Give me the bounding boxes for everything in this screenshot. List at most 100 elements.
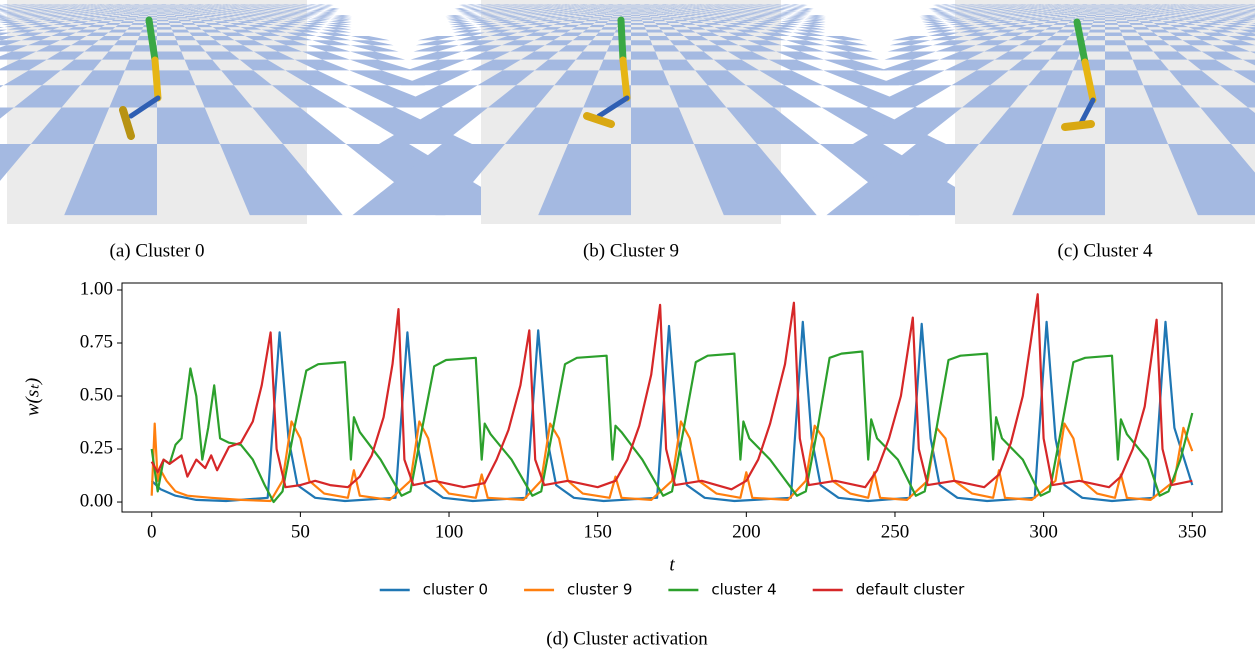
floor-tile: [799, 10, 812, 11]
floor-tile: [122, 10, 130, 11]
floor-tile: [309, 20, 329, 22]
floor-tile: [640, 14, 649, 15]
floor-tile: [165, 13, 174, 14]
floor-tile: [1067, 9, 1074, 10]
floor-tile: [656, 14, 666, 15]
floor-tile: [316, 36, 351, 40]
floor-tile: [624, 10, 631, 11]
floor-tile: [1080, 9, 1087, 10]
floor-tile: [888, 45, 933, 51]
floor-tile: [126, 12, 135, 13]
floor-tile: [327, 23, 351, 25]
floor-tile: [943, 10, 955, 11]
floor-tile: [1118, 10, 1125, 11]
floor-tile: [875, 70, 945, 85]
floor-tile: [1086, 36, 1105, 40]
floor-tile: [665, 10, 673, 11]
floor-tile: [330, 20, 352, 22]
y-tick-label: 0.50: [80, 384, 113, 405]
floor-tile: [132, 9, 139, 10]
floor-tile: [418, 36, 455, 40]
floor-tile: [609, 11, 617, 12]
floor-tile: [164, 11, 172, 12]
floor-tile: [643, 9, 650, 10]
x-tick-label: 250: [881, 521, 910, 542]
floor-tile: [461, 13, 476, 14]
floor-tile: [191, 10, 199, 11]
floor-tile: [605, 23, 619, 25]
x-tick-label: 350: [1178, 521, 1207, 542]
floor-tile: [825, 40, 868, 45]
floor-tile: [785, 18, 804, 19]
floor-tile: [0, 14, 4, 15]
floor-tile: [1097, 13, 1105, 14]
floor-tile: [459, 12, 473, 13]
floor-tile: [631, 15, 640, 16]
floor-tile: [166, 14, 175, 15]
floor-tile: [136, 10, 143, 11]
floor-tile: [150, 11, 158, 12]
floor-tile: [631, 12, 639, 13]
floor-tile: [653, 11, 661, 12]
floor-tile: [1114, 16, 1124, 17]
floor-tile: [135, 11, 143, 12]
floor-tile: [317, 15, 334, 16]
floor-tile: [631, 10, 638, 11]
floor-tile: [780, 21, 801, 23]
floor-tile: [458, 11, 471, 12]
floor-tile: [119, 9, 126, 10]
floor-tile: [157, 17, 167, 18]
floor-tile: [786, 40, 825, 45]
floor-tile: [157, 52, 185, 60]
floor-tile: [655, 23, 670, 25]
floor-tile: [663, 9, 671, 10]
floor-tile: [606, 9, 613, 10]
floor-tile: [802, 9, 814, 10]
floor-tile: [350, 60, 414, 71]
floor-tile: [157, 10, 164, 11]
floor-tile: [1128, 13, 1137, 14]
floor-tile: [631, 17, 641, 18]
floor-tile: [157, 20, 169, 22]
floor-tile: [1118, 25, 1133, 27]
floor-tile: [939, 16, 956, 17]
floor-tile: [655, 9, 662, 10]
floor-tile: [631, 9, 637, 10]
floor-tile: [334, 15, 352, 16]
floor-tile: [932, 11, 945, 12]
floor-tile: [1068, 11, 1077, 12]
floor-tile: [923, 23, 946, 25]
floor-tile: [646, 30, 664, 33]
floor-tile: [143, 11, 151, 12]
floor-tile: [1105, 11, 1112, 12]
floor-tile: [411, 52, 462, 60]
floor-tile: [929, 33, 960, 37]
floor-tile: [1120, 30, 1138, 33]
floor-tile: [599, 18, 611, 19]
floor-tile: [169, 9, 176, 10]
y-tick-label: 0.00: [80, 490, 113, 511]
floor-tile: [942, 9, 954, 10]
floor-tile: [934, 13, 949, 14]
floor-tile: [600, 12, 609, 13]
floor-tile: [1130, 14, 1140, 15]
floor-tile: [781, 12, 795, 13]
floor-tile: [469, 10, 481, 11]
floor-tile: [1082, 20, 1094, 22]
floor-tile: [446, 16, 464, 17]
floor-tile: [614, 13, 623, 14]
floor-tile: [448, 20, 469, 22]
floor-tile: [0, 10, 7, 11]
floor-tile: [921, 18, 941, 19]
floor-tile: [649, 36, 670, 40]
floor-tile: [1127, 20, 1140, 22]
floor-tile: [1105, 40, 1127, 45]
floor-tile: [595, 21, 609, 23]
floor-tile: [638, 10, 645, 11]
floor-tile: [1064, 13, 1073, 14]
floor-tile: [602, 16, 613, 17]
floor-tile: [320, 13, 336, 14]
floor-tile: [1124, 9, 1131, 10]
floor-tile: [130, 14, 140, 15]
floor-tile: [639, 13, 648, 14]
